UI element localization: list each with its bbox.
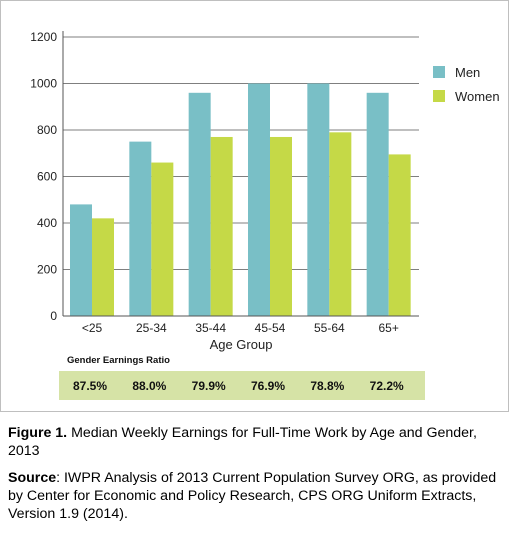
bar-chart: 0 200 400 600 800 1000 1200 <25 25-34 35-44 45-54 5… [30,30,500,400]
legend-swatch-men [433,66,445,78]
x-tick-label: 65+ [378,321,398,335]
bar-women-2 [210,136,233,316]
bar-women-4 [329,132,352,316]
x-tick-label: 55-64 [314,321,345,335]
chart-frame: 0 200 400 600 800 1000 1200 <25 25-34 35-44 45-54 5… [0,0,509,412]
bar-men-5 [366,92,389,316]
y-tick-label: 200 [37,263,57,277]
y-tick-label: 0 [50,309,57,323]
y-tick-label: 1200 [30,30,57,44]
figure-text: Median Weekly Earnings for Full-Time Wor… [8,425,477,459]
x-tick-label: 25-34 [136,321,167,335]
legend-label-women: Women [455,89,500,104]
ratio-value: 79.9% [192,379,226,393]
bar-men-1 [129,141,152,316]
source-label: Source [8,470,57,486]
ratio-value: 72.2% [370,379,404,393]
bar-women-5 [388,154,411,316]
bar-women-1 [151,162,174,316]
figure-label: Figure 1. [8,425,68,441]
source-note: Source: IWPR Analysis of 2013 Current Po… [8,469,503,523]
y-tick-label: 1000 [30,77,57,91]
bar-men-3 [248,83,270,316]
ratio-value: 78.8% [310,379,344,393]
legend-swatch-women [433,90,445,102]
ratio-value: 87.5% [73,379,107,393]
bar-women-3 [270,136,292,316]
ratio-table-band [59,371,425,400]
legend-label-men: Men [455,65,480,80]
x-axis-title: Age Group [210,337,273,352]
x-tick-label: <25 [82,321,103,335]
ratio-table-title: Gender Earnings Ratio [67,355,170,366]
x-tick-label: 35-44 [195,321,226,335]
figure-caption: Figure 1. Median Weekly Earnings for Ful… [8,424,503,532]
x-tick-label: 45-54 [255,321,286,335]
figure-title: Figure 1. Median Weekly Earnings for Ful… [8,424,503,460]
bar-men-0 [70,204,92,316]
bar-men-4 [307,83,330,316]
ratio-value: 88.0% [132,379,166,393]
bar-women-0 [92,218,114,316]
source-text: : IWPR Analysis of 2013 Current Populati… [8,470,497,522]
bar-men-2 [188,92,211,316]
y-tick-label: 800 [37,123,57,137]
y-tick-label: 400 [37,216,57,230]
y-tick-label: 600 [37,170,57,184]
ratio-value: 76.9% [251,379,285,393]
